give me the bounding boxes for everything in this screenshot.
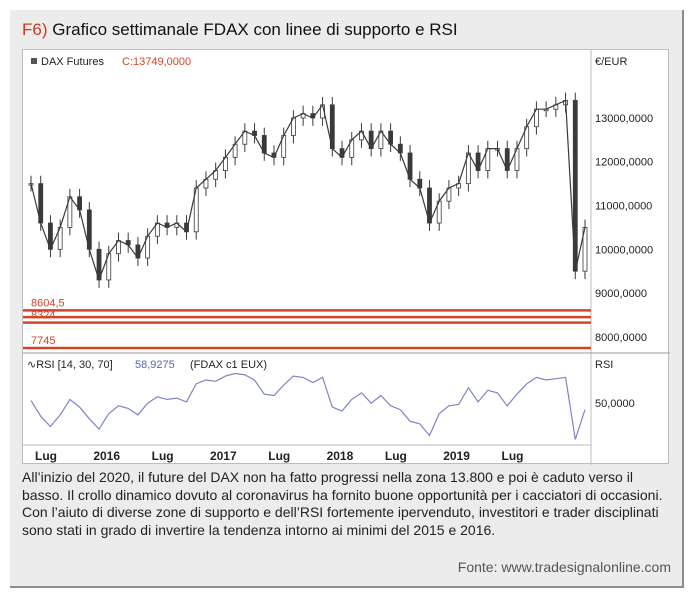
price-series-line <box>30 99 586 282</box>
price-tick-label: 12000,0000 <box>595 157 653 169</box>
x-tick-label: Lug <box>35 449 57 463</box>
chart-panel: DAX Futures C:13749,0000 €/EUR 13000,0000 12… <box>22 49 670 465</box>
support-label: 7745 <box>31 335 55 347</box>
rsi-series-line <box>30 372 586 440</box>
price-tick-label: 13000,0000 <box>595 113 653 125</box>
price-tick-label: 9000,0000 <box>595 288 647 300</box>
support-label: 8324 <box>31 310 55 322</box>
rsi-tick-label: 50,0000 <box>595 398 635 410</box>
figure-number: F6) <box>22 20 48 39</box>
rsi-legend-name: ∿RSI [14, 30, 70] <box>27 359 113 371</box>
x-tick-label: 2018 <box>327 449 354 463</box>
x-tick-label: Lug <box>152 449 174 463</box>
figure-title-text: Grafico settimanale FDAX con linee di su… <box>52 20 458 39</box>
figure-caption: All’inizio del 2020, il future del DAX n… <box>22 469 663 538</box>
rsi-legend-value: 58,9275 <box>135 359 175 371</box>
price-legend-name: DAX Futures <box>41 56 104 68</box>
x-tick-label: Lug <box>385 449 407 463</box>
figure-source: Fonte: www.tradesignalonline.com <box>457 559 671 575</box>
price-axis-unit: €/EUR <box>595 56 627 68</box>
x-tick-label: Lug <box>502 449 524 463</box>
x-tick-label: 2017 <box>210 449 237 463</box>
price-tick-label: 11000,0000 <box>595 201 652 213</box>
x-tick-label: 2016 <box>93 449 120 463</box>
dax-chart: DAX Futures C:13749,0000 €/EUR 13000,0000 12… <box>23 50 670 465</box>
figure-title: F6) Grafico settimanale FDAX con linee d… <box>22 20 458 40</box>
price-legend-value: C:13749,0000 <box>122 56 191 68</box>
price-legend-marker <box>31 58 37 64</box>
rsi-legend-source: (FDAX c1 EUX) <box>190 359 267 371</box>
price-tick-label: 10000,0000 <box>595 244 653 256</box>
x-tick-label: 2019 <box>443 449 470 463</box>
x-tick-label: Lug <box>268 449 290 463</box>
support-label: 8604,5 <box>31 297 65 309</box>
rsi-axis-unit: RSI <box>595 359 613 371</box>
price-tick-label: 8000,0000 <box>595 332 647 344</box>
